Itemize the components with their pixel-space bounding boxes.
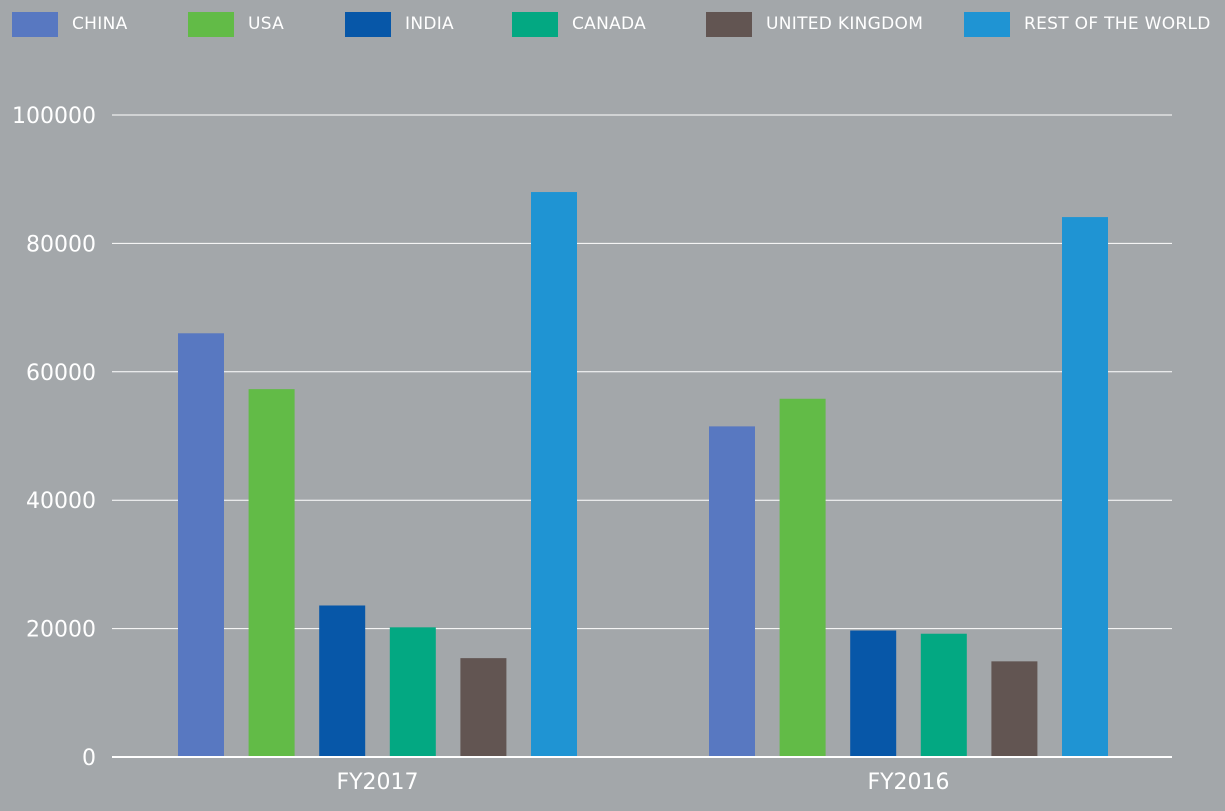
legend-label: CHINA [72, 14, 128, 34]
legend-swatch [345, 11, 391, 37]
bar [1062, 217, 1108, 757]
legend-label: CANADA [572, 14, 647, 34]
legend-swatch [706, 11, 752, 37]
bar [709, 426, 755, 757]
legend-item: REST OF THE WORLD [964, 10, 1211, 38]
legend-label: REST OF THE WORLD [1024, 14, 1211, 34]
x-tick-label: FY2016 [867, 770, 949, 795]
bar [319, 605, 366, 757]
legend-swatch [512, 11, 558, 37]
bar [389, 627, 436, 757]
bar [248, 389, 295, 757]
legend-label: INDIA [405, 14, 454, 34]
legend-item: USA [188, 10, 284, 38]
legend-label: USA [248, 14, 285, 34]
bar [531, 192, 577, 758]
x-tick-label: FY2017 [336, 770, 418, 795]
y-tick-label: 100000 [12, 104, 96, 129]
legend-item: INDIA [345, 10, 454, 38]
y-tick-label: 60000 [26, 361, 96, 386]
chart-legend: CHINA USA INDIA CANADA UNITED KINGDOM REST OF… [12, 10, 1217, 38]
legend-swatch [964, 11, 1010, 37]
bar [178, 333, 224, 757]
legend-swatch [188, 11, 234, 37]
y-tick-label: 20000 [26, 618, 96, 643]
legend-item: CANADA [512, 10, 646, 38]
legend-item: UNITED KINGDOM [706, 10, 923, 38]
bar [779, 398, 826, 757]
bar [850, 630, 897, 757]
legend-item: CHINA [12, 10, 128, 38]
legend-swatch [12, 11, 58, 37]
legend-label: UNITED KINGDOM [766, 14, 924, 34]
bar [460, 658, 507, 757]
y-tick-label: 80000 [26, 232, 96, 257]
y-tick-label: 0 [82, 746, 96, 771]
bar [991, 661, 1038, 757]
y-tick-label: 40000 [26, 489, 96, 514]
bar [920, 633, 967, 757]
